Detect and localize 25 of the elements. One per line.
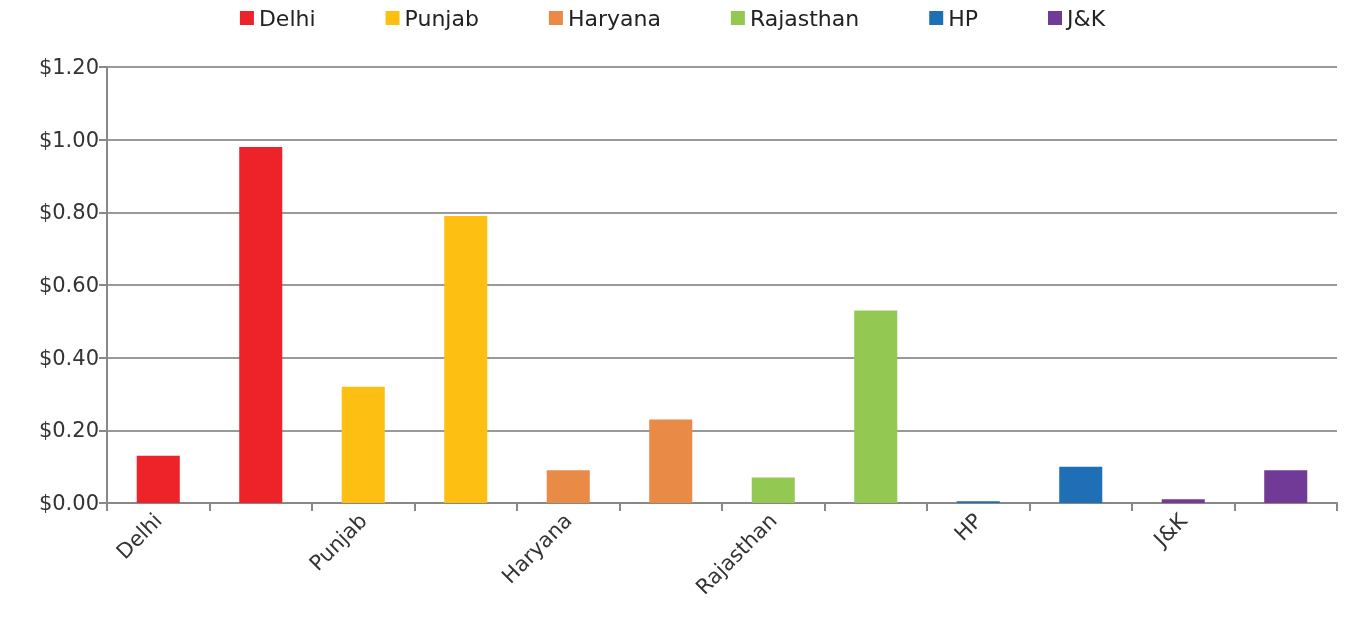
legend-label: Delhi	[258, 5, 316, 31]
y-tick-label: $1.00	[38, 127, 99, 152]
bar	[751, 477, 795, 503]
y-tick-label: $0.20	[38, 418, 99, 443]
y-tick-label: $0.00	[38, 491, 99, 515]
bar	[1264, 470, 1308, 503]
bar	[239, 146, 283, 503]
legend-label: Rajasthan	[749, 5, 860, 31]
bar	[854, 310, 898, 503]
x-tick-label: HP	[949, 508, 987, 546]
bar	[546, 470, 590, 503]
bar	[1161, 499, 1205, 503]
legend-label: J&K	[1065, 5, 1106, 31]
legend-label: HP	[948, 5, 979, 31]
legend-label: Punjab	[404, 5, 479, 31]
bar	[136, 455, 180, 503]
bar	[649, 419, 693, 503]
legend-label: Haryana	[567, 5, 661, 31]
y-tick-label: $0.40	[38, 345, 99, 370]
bar	[1059, 466, 1103, 503]
y-tick-label: $0.60	[38, 273, 99, 297]
bar	[341, 386, 385, 503]
bar	[444, 215, 488, 503]
y-tick-label: $1.20	[38, 55, 99, 79]
y-tick-label: $0.80	[38, 200, 99, 225]
